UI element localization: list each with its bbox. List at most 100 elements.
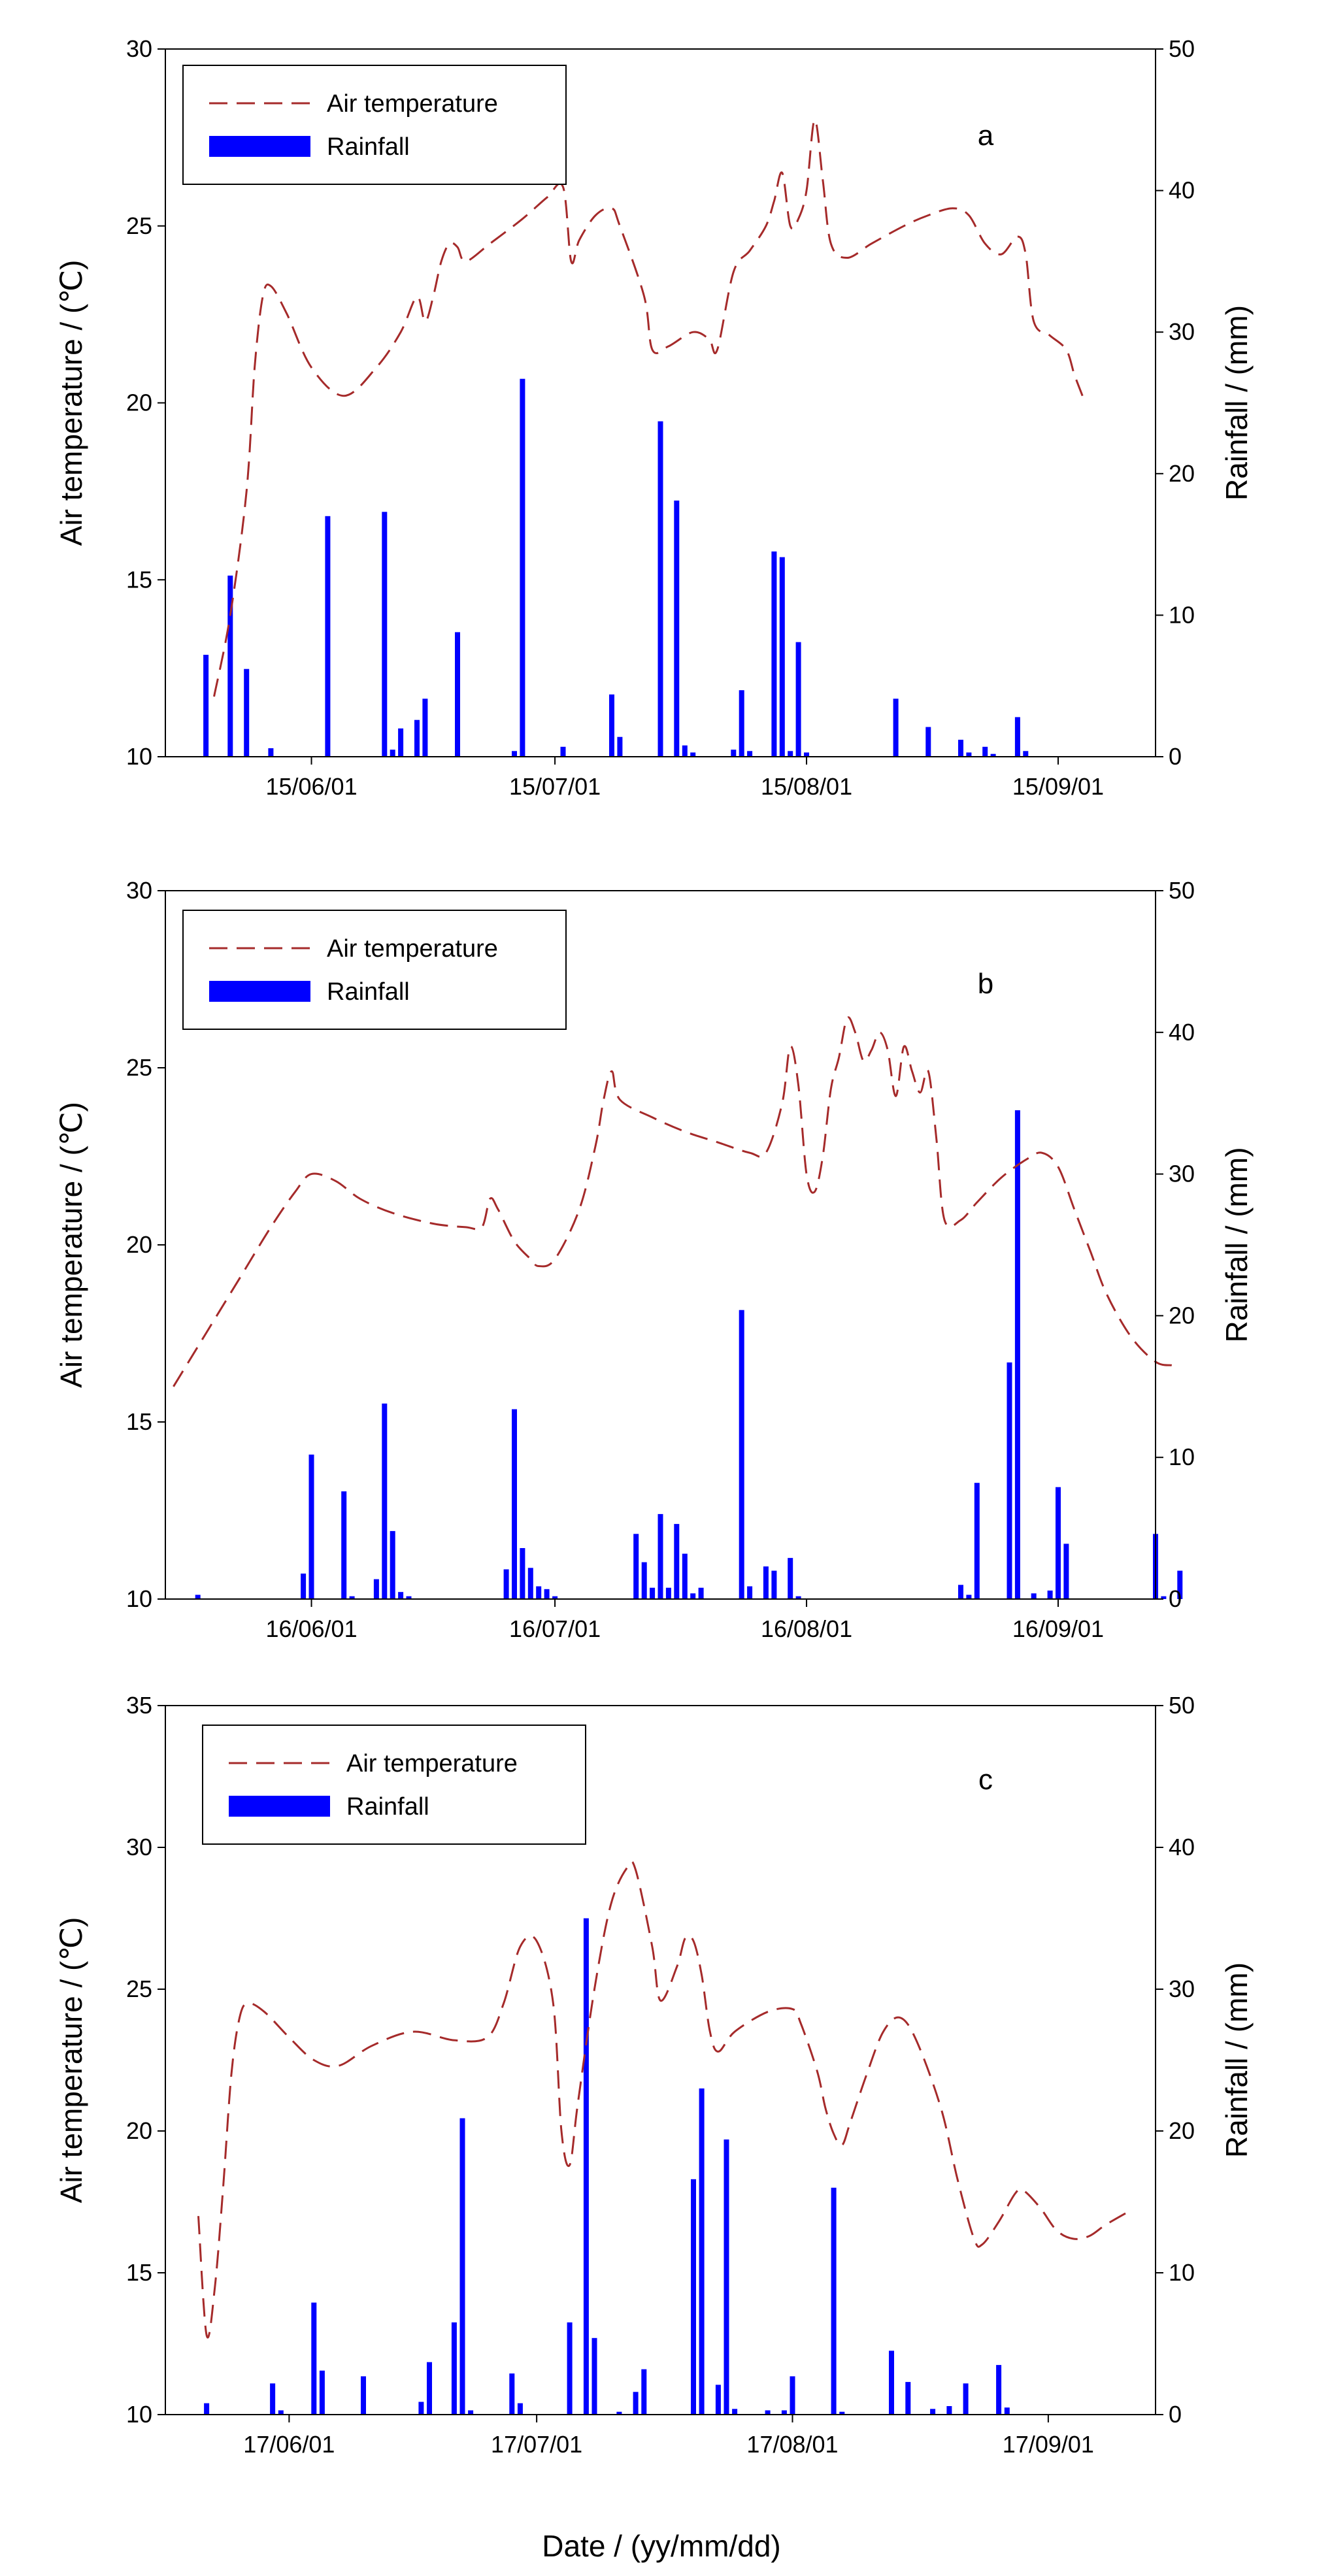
legend-box [182,910,567,1030]
temperature-line [197,1860,1131,2339]
y-right-tick-label: 40 [1169,1834,1195,1860]
rainfall-bar [779,557,785,757]
rainfall-bar [560,746,566,757]
rainfall-bar [1161,1596,1167,1599]
rainfall-bar [361,2376,366,2415]
rainfall-bar [699,2088,705,2415]
rainfall-bar [715,2385,721,2415]
rainfall-bar [747,751,753,757]
rainfall-bar [788,751,793,757]
rainfall-bar [325,516,331,757]
legend-temperature-label: Air temperature [346,1750,518,1777]
panel-label: a [978,120,994,152]
legend-temperature-label: Air temperature [327,90,498,118]
rainfall-bar [617,736,623,757]
rainfall-bar [682,1553,688,1599]
rainfall-bar [1177,1570,1183,1599]
rainfall-bar [512,1409,517,1599]
rainfall-bar [771,1570,777,1599]
legend-box [202,1725,586,1845]
x-tick-label: 16/08/01 [761,1615,852,1642]
rainfall-bar [567,2322,573,2415]
y-left-tick-label: 30 [126,35,152,62]
rainfall-bar [203,655,209,757]
rainfall-bar [517,2403,523,2415]
chart-panel-a: 10 15 20 25 30 0 10 20 30 40 50 15/06/01 15/07/01 15/… [54,35,1254,800]
rainfall-bar [382,512,388,757]
rainfall-bar [905,2382,911,2415]
rainfall-bar [427,2362,432,2415]
y-left-axis-title: Air temperature / (℃) [54,1917,88,2204]
rainfall-bar [963,2383,969,2415]
rainfall-bar [301,1574,307,1599]
rainfall-bar [996,2365,1002,2415]
rainfall-bar [520,1548,525,1599]
rainfall-bar [390,1530,395,1599]
x-tick-label: 17/06/01 [243,2431,335,2458]
rainfall-bar [925,727,931,757]
legend-rainfall-swatch [229,1796,330,1817]
rainfall-bar [946,2406,952,2415]
y-right-tick-label: 20 [1169,2117,1195,2144]
y-right-tick-label: 50 [1169,877,1195,904]
y-left-tick-label: 35 [126,1692,152,1719]
rainfall-bar [455,632,460,757]
rainfall-bar [204,2403,210,2415]
rainfall-bar [382,1403,388,1599]
rainfall-bar [616,2411,622,2415]
y-right-tick-label: 30 [1169,318,1195,345]
rainfall-bar [658,421,663,757]
legend-temperature-label: Air temperature [327,935,498,963]
legend-rainfall-swatch [209,981,310,1002]
y-left-tick-label: 20 [126,389,152,416]
rainfall-bar [503,1569,509,1599]
y-right-tick-label: 50 [1169,1692,1195,1719]
rainfall-bar [406,1596,412,1599]
legend-rainfall-swatch [209,136,310,157]
rainfall-bar [451,2322,457,2415]
y-left-tick-label: 30 [126,1834,152,1860]
rainfall-bar [244,669,250,757]
rainfall-bar [459,2118,465,2415]
rainfall-bar [414,719,420,757]
rainfall-bar [308,1454,314,1599]
y-right-axis-title: Rainfall / (mm) [1220,1962,1254,2158]
y-left-tick-label: 15 [126,566,152,593]
rainfall-bar [724,2139,729,2415]
y-left-tick-label: 25 [126,1054,152,1081]
rainfall-bar [536,1586,542,1599]
legend-box [182,65,567,185]
y-right-tick-label: 0 [1169,2401,1182,2428]
rainfall-bar [966,752,972,757]
y-right-tick-label: 20 [1169,460,1195,487]
rainfall-bar [1056,1487,1061,1599]
rainfall-bar [765,2410,771,2415]
rainfall-bar [831,2187,837,2415]
y-left-axis-title: Air temperature / (℃) [54,1102,88,1388]
rainfall-bar [641,2369,647,2415]
y-right-tick-label: 10 [1169,601,1195,628]
rainfall-bar [591,2337,597,2415]
rainfall-bar [398,728,404,757]
rainfall-bar [966,1594,972,1599]
rainfall-bar [804,752,809,757]
y-left-tick-label: 25 [126,1975,152,2002]
rainfall-bar [278,2410,284,2415]
x-tick-label: 15/08/01 [761,773,852,800]
rainfall-bar [795,642,801,757]
rainfall-bar [1004,2407,1010,2415]
y-right-tick-label: 0 [1169,1585,1182,1612]
rainfall-bar [641,1562,647,1599]
rainfall-bars [203,378,1029,757]
rainfall-bar [311,2302,317,2415]
rainfall-bar [747,1586,753,1599]
y-right-tick-label: 50 [1169,35,1195,62]
rainfall-bar [1031,1593,1037,1599]
x-tick-label: 16/09/01 [1012,1615,1104,1642]
rainfall-bar [1063,1544,1069,1599]
rainfall-bar [520,378,525,757]
rainfall-bar [509,2373,515,2415]
rainfall-bars [195,1110,1183,1599]
rainfall-bars [204,1918,1010,2415]
rainfall-bar [982,746,988,757]
